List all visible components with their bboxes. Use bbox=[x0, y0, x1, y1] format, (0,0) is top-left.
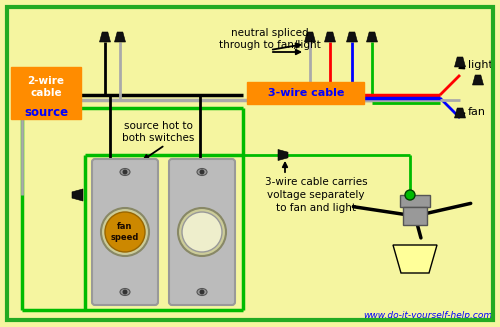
Polygon shape bbox=[100, 32, 110, 42]
FancyBboxPatch shape bbox=[92, 159, 158, 305]
Text: 3-wire cable carries
voltage separately
to fan and light: 3-wire cable carries voltage separately … bbox=[264, 177, 368, 213]
Polygon shape bbox=[324, 32, 336, 42]
Circle shape bbox=[182, 212, 222, 252]
Polygon shape bbox=[72, 189, 83, 201]
Polygon shape bbox=[454, 57, 466, 67]
Text: 3-wire cable: 3-wire cable bbox=[268, 88, 344, 98]
Text: source: source bbox=[24, 106, 68, 118]
Polygon shape bbox=[472, 75, 484, 85]
Polygon shape bbox=[454, 108, 466, 118]
Text: fan
speed: fan speed bbox=[111, 222, 139, 242]
Circle shape bbox=[405, 190, 415, 200]
Polygon shape bbox=[393, 245, 437, 273]
Polygon shape bbox=[278, 149, 288, 161]
Polygon shape bbox=[346, 32, 358, 42]
Polygon shape bbox=[366, 32, 378, 42]
Circle shape bbox=[101, 208, 149, 256]
Circle shape bbox=[200, 289, 204, 295]
Circle shape bbox=[105, 212, 145, 252]
Ellipse shape bbox=[120, 288, 130, 296]
Circle shape bbox=[200, 169, 204, 175]
Text: 2-wire
cable: 2-wire cable bbox=[28, 76, 64, 98]
Text: neutral spliced
through to fan/light: neutral spliced through to fan/light bbox=[219, 28, 321, 50]
Ellipse shape bbox=[197, 168, 207, 176]
FancyBboxPatch shape bbox=[247, 82, 364, 104]
FancyBboxPatch shape bbox=[11, 67, 81, 119]
Text: www.do-it-yourself-help.com: www.do-it-yourself-help.com bbox=[363, 311, 492, 320]
Circle shape bbox=[122, 169, 128, 175]
Text: source hot to
both switches: source hot to both switches bbox=[122, 121, 194, 143]
FancyBboxPatch shape bbox=[169, 159, 235, 305]
Text: fan: fan bbox=[468, 107, 486, 117]
Bar bbox=[400, 195, 430, 207]
Circle shape bbox=[122, 289, 128, 295]
Ellipse shape bbox=[120, 168, 130, 176]
Text: light: light bbox=[468, 60, 493, 70]
Polygon shape bbox=[304, 32, 316, 42]
Bar bbox=[403, 207, 427, 225]
Ellipse shape bbox=[197, 288, 207, 296]
Polygon shape bbox=[114, 32, 126, 42]
Circle shape bbox=[178, 208, 226, 256]
